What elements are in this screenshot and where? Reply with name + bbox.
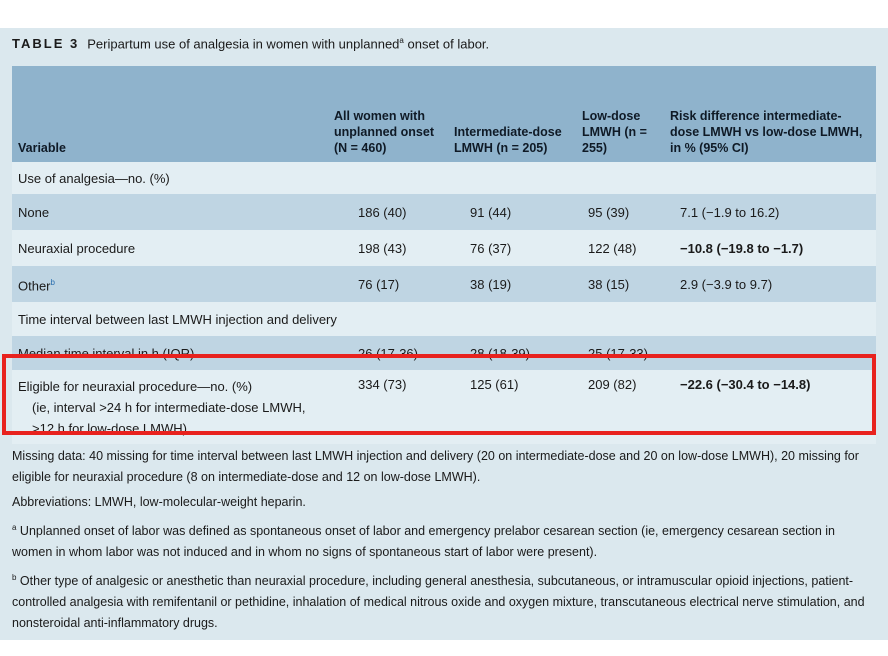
cell-intermediate: 38 (19) (448, 266, 576, 302)
footnote-a-text: Unplanned onset of labor was defined as … (12, 524, 836, 560)
header-row: Variable All women with unplanned onset … (12, 66, 876, 162)
cell-low: 209 (82) (576, 370, 664, 444)
missing-data-note: Missing data: 40 missing for time interv… (12, 449, 859, 484)
footnote-b-text: Other type of analgesic or anesthetic th… (12, 574, 865, 631)
row-label: Eligible for neuraxial procedure—no. (%)… (12, 370, 328, 444)
row-label-line: >12 h for low-dose LMWH) (32, 421, 187, 436)
table-row-eligible: Eligible for neuraxial procedure—no. (%)… (12, 370, 876, 444)
row-label: None (12, 194, 328, 230)
cell-risk: −22.6 (−30.4 to −14.8) (664, 370, 876, 444)
section-row-analgesia: Use of analgesia—no. (%) (12, 162, 876, 194)
abbreviations-note: Abbreviations: LMWH, low-molecular-weigh… (12, 495, 306, 509)
header-intermediate-dose: Intermediate-dose LMWH (n = 205) (448, 66, 576, 162)
footnote-mark: b (50, 277, 55, 287)
table-notes: Missing data: 40 missing for time interv… (12, 446, 876, 638)
cell-low: 95 (39) (576, 194, 664, 230)
row-label: Median time interval in h (IQR) (12, 336, 328, 370)
header-risk-difference: Risk difference intermediate-dose LMWH v… (664, 66, 876, 162)
header-low-dose: Low-dose LMWH (n = 255) (576, 66, 664, 162)
cell-all: 198 (43) (328, 230, 448, 266)
table-label: TABLE 3 (12, 36, 80, 52)
table-row: Otherb 76 (17) 38 (19) 38 (15) 2.9 (−3.9… (12, 266, 876, 302)
row-label-line: Eligible for neuraxial procedure—no. (%) (18, 379, 253, 394)
row-label-line: (ie, interval >24 h for intermediate-dos… (32, 400, 306, 415)
cell-risk (664, 336, 876, 370)
table-row: None 186 (40) 91 (44) 95 (39) 7.1 (−1.9 … (12, 194, 876, 230)
analgesia-table: Variable All women with unplanned onset … (12, 66, 876, 444)
cell-low: 25 (17-33) (576, 336, 664, 370)
cell-risk: 7.1 (−1.9 to 16.2) (664, 194, 876, 230)
row-label: Neuraxial procedure (12, 230, 328, 266)
cell-all: 186 (40) (328, 194, 448, 230)
row-label: Otherb (12, 266, 328, 302)
footnote-b: b Other type of analgesic or anesthetic … (12, 567, 876, 634)
cell-low: 122 (48) (576, 230, 664, 266)
cell-risk: −10.8 (−19.8 to −1.7) (664, 230, 876, 266)
caption-text: Peripartum use of analgesia in women wit… (87, 36, 400, 52)
cell-risk: 2.9 (−3.9 to 9.7) (664, 266, 876, 302)
row-label-text: Other (18, 278, 51, 294)
table-panel: TABLE 3 Peripartum use of analgesia in wo… (0, 28, 888, 640)
cell-all: 76 (17) (328, 266, 448, 302)
header-all-women: All women with unplanned onset (N = 460) (328, 66, 448, 162)
footnote-a: a Unplanned onset of labor was defined a… (12, 517, 876, 563)
section-row-interval: Time interval between last LMWH injectio… (12, 302, 876, 336)
section-label: Use of analgesia—no. (%) (12, 162, 876, 194)
footnote-a-mark: a (12, 523, 17, 532)
caption-text-end: onset of labor. (403, 36, 490, 52)
cell-intermediate: 28 (18-39) (448, 336, 576, 370)
cell-intermediate: 76 (37) (448, 230, 576, 266)
cell-intermediate: 125 (61) (448, 370, 576, 444)
table-row: Median time interval in h (IQR) 26 (17-3… (12, 336, 876, 370)
footnote-b-mark: b (12, 573, 17, 583)
table-row: Neuraxial procedure 198 (43) 76 (37) 122… (12, 230, 876, 266)
header-variable: Variable (12, 66, 328, 162)
section-label: Time interval between last LMWH injectio… (12, 302, 876, 336)
cell-low: 38 (15) (576, 266, 664, 302)
cell-intermediate: 91 (44) (448, 194, 576, 230)
cell-all: 334 (73) (328, 370, 448, 444)
caption-footnote-mark: a (399, 36, 404, 45)
table-caption: TABLE 3 Peripartum use of analgesia in wo… (12, 36, 489, 51)
cell-all: 26 (17-36) (328, 336, 448, 370)
